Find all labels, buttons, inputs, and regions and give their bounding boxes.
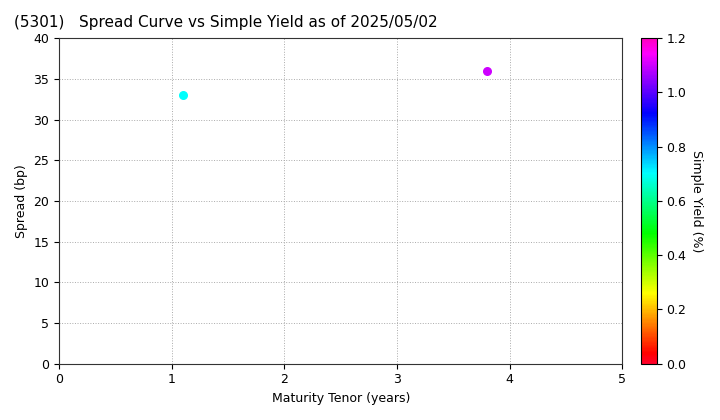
Y-axis label: Spread (bp): Spread (bp): [15, 164, 28, 238]
Point: [482, 67, 493, 74]
Text: (5301)   Spread Curve vs Simple Yield as of 2025/05/02: (5301) Spread Curve vs Simple Yield as o…: [14, 15, 438, 30]
X-axis label: Maturity Tenor (years): Maturity Tenor (years): [271, 392, 410, 405]
Point: [177, 92, 189, 98]
Y-axis label: Simple Yield (%): Simple Yield (%): [690, 150, 703, 252]
